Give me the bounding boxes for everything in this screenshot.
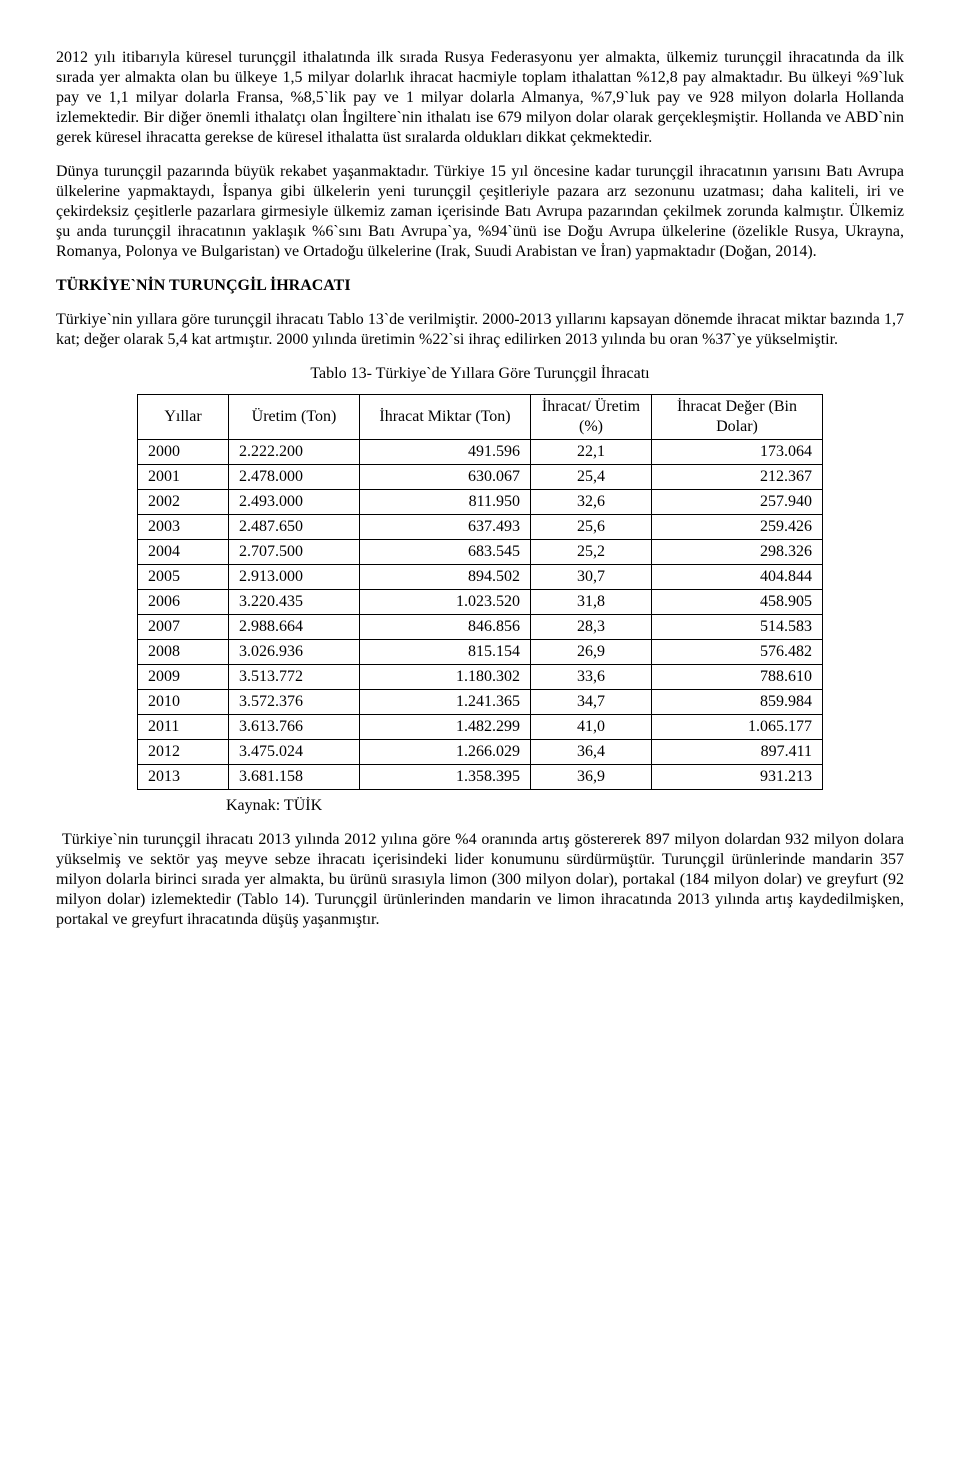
table-cell: 3.026.936	[229, 640, 360, 665]
table-row: 20123.475.0241.266.02936,4897.411	[138, 740, 823, 765]
table-cell: 36,4	[531, 740, 652, 765]
table-cell: 637.493	[360, 515, 531, 540]
table-cell: 1.241.365	[360, 690, 531, 715]
table-cell: 2011	[138, 715, 229, 740]
table-cell: 36,9	[531, 765, 652, 790]
table-cell: 3.613.766	[229, 715, 360, 740]
table-cell: 2001	[138, 465, 229, 490]
table-cell: 846.856	[360, 615, 531, 640]
table-row: 20002.222.200491.59622,1173.064	[138, 440, 823, 465]
paragraph-2: Dünya turunçgil pazarında büyük rekabet …	[56, 162, 904, 262]
table-row: 20063.220.4351.023.52031,8458.905	[138, 590, 823, 615]
col-header-miktar: İhracat Miktar (Ton)	[360, 395, 531, 440]
table-row: 20083.026.936815.15426,9576.482	[138, 640, 823, 665]
table-row: 20052.913.000894.50230,7404.844	[138, 565, 823, 590]
paragraph-4: Türkiye`nin turunçgil ihracatı 2013 yılı…	[56, 830, 904, 930]
table-cell: 2.478.000	[229, 465, 360, 490]
table-cell: 576.482	[652, 640, 823, 665]
table-cell: 2.913.000	[229, 565, 360, 590]
table-title: Tablo 13- Türkiye`de Yıllara Göre Turunç…	[56, 364, 904, 384]
table-cell: 2.222.200	[229, 440, 360, 465]
table-cell: 3.572.376	[229, 690, 360, 715]
table-cell: 2.988.664	[229, 615, 360, 640]
table-cell: 2000	[138, 440, 229, 465]
col-header-pct: İhracat/ Üretim (%)	[531, 395, 652, 440]
table-cell: 33,6	[531, 665, 652, 690]
table-cell: 32,6	[531, 490, 652, 515]
table-cell: 815.154	[360, 640, 531, 665]
table-cell: 3.220.435	[229, 590, 360, 615]
table-cell: 2008	[138, 640, 229, 665]
table-cell: 2002	[138, 490, 229, 515]
table-cell: 31,8	[531, 590, 652, 615]
table-cell: 2009	[138, 665, 229, 690]
table-cell: 2005	[138, 565, 229, 590]
table-cell: 173.064	[652, 440, 823, 465]
table-cell: 2007	[138, 615, 229, 640]
table-cell: 22,1	[531, 440, 652, 465]
table-cell: 894.502	[360, 565, 531, 590]
table-cell: 2003	[138, 515, 229, 540]
table-cell: 1.180.302	[360, 665, 531, 690]
table-cell: 25,6	[531, 515, 652, 540]
table-cell: 3.681.158	[229, 765, 360, 790]
table-cell: 2006	[138, 590, 229, 615]
paragraph-3: Türkiye`nin yıllara göre turunçgil ihrac…	[56, 310, 904, 350]
table-cell: 2004	[138, 540, 229, 565]
table-cell: 298.326	[652, 540, 823, 565]
table-cell: 1.023.520	[360, 590, 531, 615]
col-header-deger: İhracat Değer (Bin Dolar)	[652, 395, 823, 440]
table-cell: 2012	[138, 740, 229, 765]
section-title: TÜRKİYE`NİN TURUNÇGİL İHRACATI	[56, 276, 904, 296]
table-cell: 25,2	[531, 540, 652, 565]
table-cell: 514.583	[652, 615, 823, 640]
table-row: 20022.493.000811.95032,6257.940	[138, 490, 823, 515]
table-cell: 630.067	[360, 465, 531, 490]
table-cell: 404.844	[652, 565, 823, 590]
table-row: 20133.681.1581.358.39536,9931.213	[138, 765, 823, 790]
table-cell: 1.358.395	[360, 765, 531, 790]
table-row: 20032.487.650637.49325,6259.426	[138, 515, 823, 540]
table-cell: 34,7	[531, 690, 652, 715]
table-source: Kaynak: TÜİK	[56, 796, 904, 816]
table-cell: 1.065.177	[652, 715, 823, 740]
table-row: 20042.707.500683.54525,2298.326	[138, 540, 823, 565]
table-header-row: Yıllar Üretim (Ton) İhracat Miktar (Ton)…	[138, 395, 823, 440]
table-cell: 26,9	[531, 640, 652, 665]
table-cell: 1.482.299	[360, 715, 531, 740]
table-cell: 30,7	[531, 565, 652, 590]
table-row: 20012.478.000630.06725,4212.367	[138, 465, 823, 490]
table-body: 20002.222.200491.59622,1173.06420012.478…	[138, 440, 823, 790]
table-cell: 931.213	[652, 765, 823, 790]
table-row: 20103.572.3761.241.36534,7859.984	[138, 690, 823, 715]
table-cell: 212.367	[652, 465, 823, 490]
table-row: 20093.513.7721.180.30233,6788.610	[138, 665, 823, 690]
table-cell: 1.266.029	[360, 740, 531, 765]
table-row: 20072.988.664846.85628,3514.583	[138, 615, 823, 640]
table-cell: 41,0	[531, 715, 652, 740]
table-cell: 25,4	[531, 465, 652, 490]
table-cell: 2.487.650	[229, 515, 360, 540]
paragraph-1: 2012 yılı itibarıyla küresel turunçgil i…	[56, 48, 904, 148]
table-cell: 2013	[138, 765, 229, 790]
table-cell: 683.545	[360, 540, 531, 565]
table-cell: 491.596	[360, 440, 531, 465]
table-cell: 2010	[138, 690, 229, 715]
table-cell: 859.984	[652, 690, 823, 715]
table-cell: 257.940	[652, 490, 823, 515]
table-cell: 3.475.024	[229, 740, 360, 765]
table-cell: 2.493.000	[229, 490, 360, 515]
col-header-years: Yıllar	[138, 395, 229, 440]
export-table: Yıllar Üretim (Ton) İhracat Miktar (Ton)…	[137, 394, 823, 790]
table-cell: 458.905	[652, 590, 823, 615]
table-cell: 2.707.500	[229, 540, 360, 565]
table-cell: 811.950	[360, 490, 531, 515]
table-cell: 897.411	[652, 740, 823, 765]
table-cell: 788.610	[652, 665, 823, 690]
col-header-uretim: Üretim (Ton)	[229, 395, 360, 440]
table-row: 20113.613.7661.482.29941,01.065.177	[138, 715, 823, 740]
table-cell: 3.513.772	[229, 665, 360, 690]
table-cell: 259.426	[652, 515, 823, 540]
table-cell: 28,3	[531, 615, 652, 640]
